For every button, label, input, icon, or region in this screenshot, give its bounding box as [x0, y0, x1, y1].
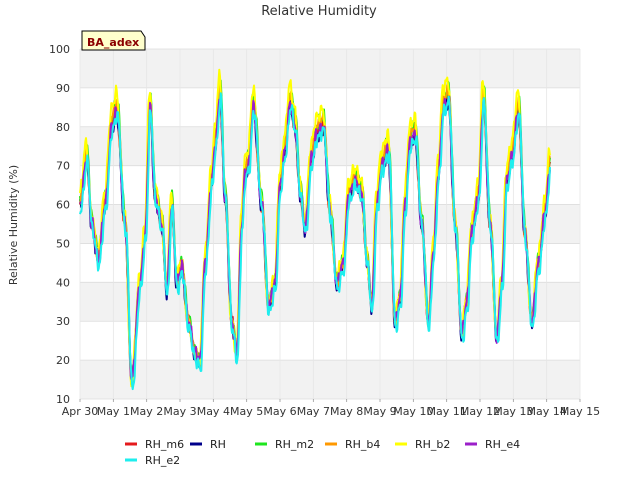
x-tick-label: May 11: [427, 405, 467, 418]
series-layer: [79, 68, 551, 391]
x-tick-label: May 2: [130, 405, 163, 418]
y-tick-label: 80: [56, 121, 70, 134]
x-tick-label: May 13: [493, 405, 533, 418]
legend-label: RH: [210, 438, 226, 451]
plot-band: [80, 282, 580, 322]
legend-label: RH_b4: [345, 438, 380, 451]
legend-label: RH_e2: [145, 454, 180, 467]
plot-band: [80, 126, 580, 166]
x-tick-label: May 15: [560, 405, 600, 418]
plot-band: [80, 49, 580, 88]
chart-title: Relative Humidity: [261, 4, 377, 19]
series-line-rh-e2: [79, 92, 551, 391]
legend: RH_m6 RH RH_m2 RH_b4 RH_b2 RH_e4 RH_e2: [125, 438, 520, 467]
y-axis-title: Relative Humidity (%): [7, 165, 20, 285]
y-tick-label: 100: [49, 43, 70, 56]
y-tick-label: 90: [56, 82, 70, 95]
legend-label: RH_m6: [145, 438, 184, 451]
y-tick-label: 30: [56, 315, 70, 328]
x-tick-label: May 4: [197, 405, 230, 418]
x-tick-label: May 7: [297, 405, 330, 418]
x-tick-label: May 10: [393, 405, 433, 418]
legend-label: RH_b2: [415, 438, 450, 451]
y-axis-ticks: 10 20 30 40 50 60 70 80 90 100: [49, 43, 70, 406]
y-tick-label: 10: [56, 393, 70, 406]
site-badge: BA_adex: [81, 30, 146, 51]
y-tick-label: 40: [56, 276, 70, 289]
plot-background: [80, 49, 580, 399]
y-tick-label: 20: [56, 354, 70, 367]
site-badge-box: [81, 30, 146, 51]
x-tick-label: May 6: [263, 405, 296, 418]
legend-label: RH_m2: [275, 438, 314, 451]
legend-label: RH_e4: [485, 438, 520, 451]
x-tick-label: May 1: [97, 405, 130, 418]
y-tick-label: 70: [56, 160, 70, 173]
x-tick-label: May 14: [527, 405, 567, 418]
x-tick-label: May 3: [163, 405, 196, 418]
x-tick-label: Apr 30: [62, 405, 99, 418]
x-tick-label: May 5: [230, 405, 263, 418]
x-tick-label: May 12: [460, 405, 500, 418]
x-tick-label: May 8: [330, 405, 363, 418]
plot-band: [80, 360, 580, 399]
y-tick-label: 50: [56, 237, 70, 250]
y-tick-label: 60: [56, 199, 70, 212]
x-tick-label: May 9: [363, 405, 396, 418]
site-badge-label: BA_adex: [87, 36, 139, 49]
